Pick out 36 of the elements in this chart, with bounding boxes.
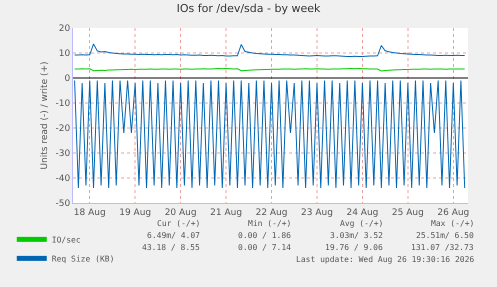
text: 19.76 / 9.06 (325, 243, 383, 252)
legend-label: IO/sec (52, 235, 81, 244)
x-tick-label: 21 Aug (210, 208, 242, 218)
x-tick-label: 18 Aug (74, 208, 106, 218)
text: Last update: Wed Aug 26 19:30:16 2026 (296, 255, 474, 264)
y-tick-label: -10 (55, 99, 70, 110)
text: Max (-/+) (431, 219, 474, 228)
y-tick-label: -20 (55, 124, 70, 134)
x-tick-label: 25 Aug (392, 208, 424, 218)
y-tick-label: 20 (58, 24, 70, 34)
line-series (74, 80, 466, 188)
chart-title: IOs for /dev/sda - by week (176, 2, 321, 16)
y-axis-title: Units read (-) / write (+) (40, 61, 50, 170)
x-tick-label: 19 Aug (119, 208, 152, 218)
x-tick-label: 24 Aug (346, 208, 378, 218)
legend-label: Req Size (KB) (52, 254, 114, 264)
text: Min (-/+) (248, 219, 292, 228)
y-tick-label: -30 (55, 149, 70, 160)
y-tick-label: -40 (55, 174, 70, 184)
text: 3.03m/ 3.52 (330, 231, 384, 240)
text: 131.07 /32.73 (411, 243, 474, 252)
x-tick-label: 20 Aug (164, 208, 197, 218)
line-series (74, 44, 466, 57)
text: 0.00 / 7.14 (238, 243, 292, 252)
x-tick-label: 23 Aug (301, 208, 333, 218)
text: 6.49m/ 4.07 (147, 231, 200, 240)
y-tick-label: 0 (64, 74, 70, 84)
text: 43.18 / 8.55 (142, 243, 200, 252)
text: Avg (-/+) (340, 219, 384, 228)
x-tick-label: 26 Aug (437, 208, 470, 218)
y-tick-label: -50 (55, 199, 70, 210)
y-tick-label: 10 (58, 49, 70, 60)
text: 0.00 / 1.86 (238, 231, 292, 240)
text: Cur (-/+) (157, 219, 200, 228)
text: 25.51m/ 6.50 (416, 231, 474, 240)
x-tick-label: 22 Aug (256, 208, 288, 218)
